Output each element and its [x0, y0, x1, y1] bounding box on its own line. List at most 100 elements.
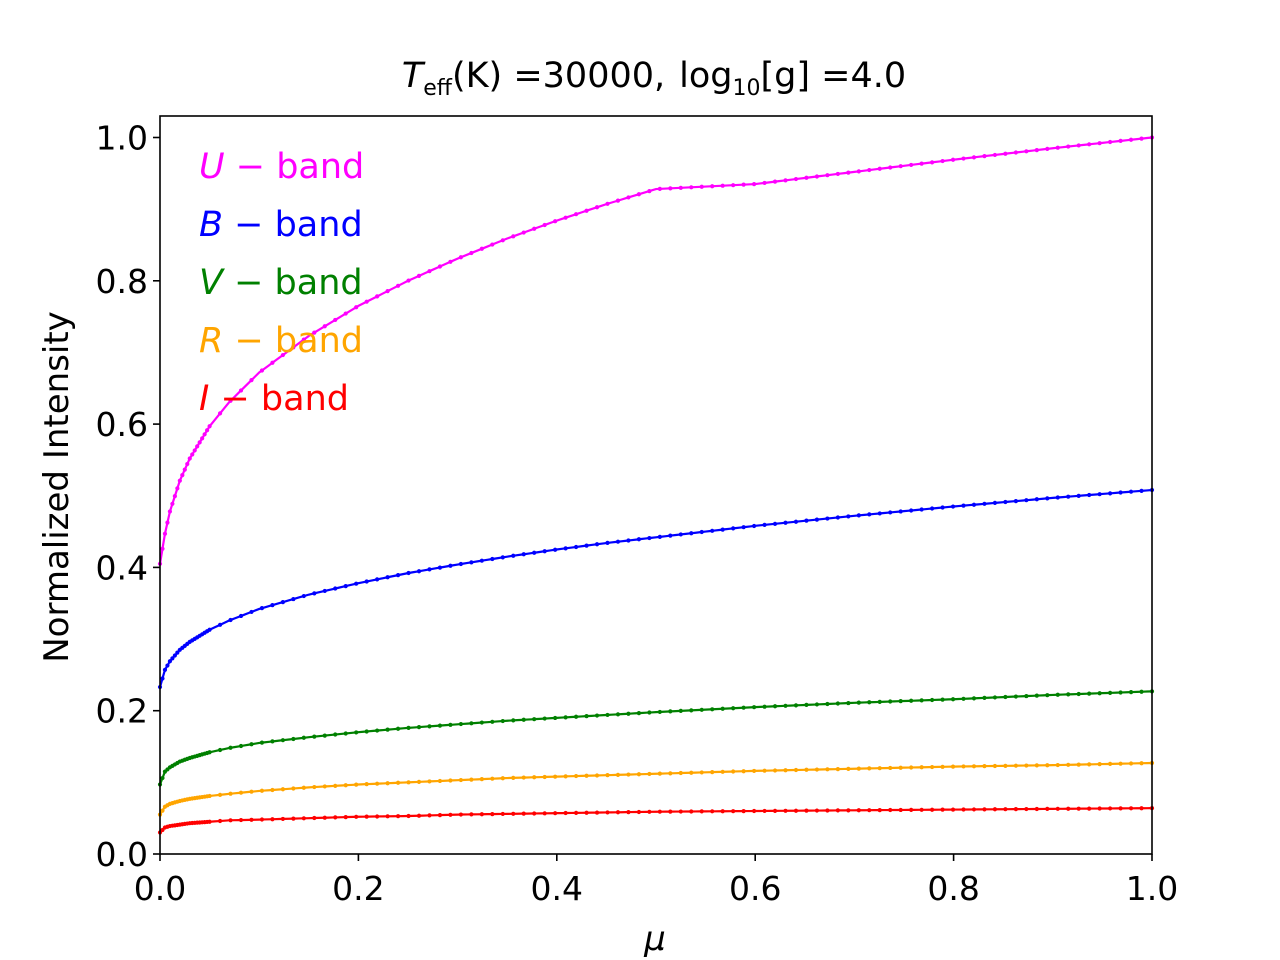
series-point	[343, 815, 348, 820]
series-point	[950, 807, 956, 812]
series-point	[930, 506, 935, 511]
series-point	[270, 817, 275, 822]
legend-band-symbol: I	[199, 379, 209, 419]
series-point	[228, 398, 233, 403]
legend-entry-i-band: I − band	[199, 379, 349, 419]
series-point	[772, 521, 778, 526]
series-point	[584, 714, 589, 719]
series-point	[437, 264, 443, 269]
series-point	[1128, 690, 1134, 695]
series-point	[172, 653, 177, 658]
series-point	[427, 813, 432, 818]
series-point	[238, 817, 244, 823]
title-t-subscript: eff	[423, 76, 453, 101]
series-point	[207, 793, 212, 799]
series-point	[182, 467, 187, 472]
series-point	[615, 198, 621, 203]
series-point	[458, 255, 464, 260]
series-point	[1076, 806, 1081, 811]
series-point	[270, 360, 275, 365]
chart-title: Teff(K) =30000, log10[g] =4.0	[402, 56, 906, 101]
series-point	[1139, 136, 1144, 141]
series-point	[950, 504, 956, 509]
series-point	[720, 527, 725, 532]
series-point	[375, 728, 380, 733]
series-point	[427, 567, 432, 572]
series-point	[720, 183, 725, 188]
series-point	[1139, 806, 1144, 811]
series-point	[185, 461, 190, 467]
series-point	[532, 811, 537, 816]
series-point	[1024, 498, 1029, 503]
series-point	[542, 549, 547, 554]
series-point	[479, 812, 484, 817]
series-point	[259, 817, 265, 822]
series-point	[333, 815, 338, 820]
series-point	[762, 704, 767, 709]
series-point	[1003, 151, 1008, 156]
x-tick-label: 0.6	[729, 869, 781, 908]
series-point	[1128, 489, 1134, 494]
series-point	[406, 570, 411, 576]
series-point	[1118, 490, 1123, 495]
series-point	[1034, 497, 1039, 502]
legend-band-suffix: − band	[225, 147, 365, 187]
series-point	[961, 156, 966, 161]
series-point	[814, 767, 820, 772]
series-point	[909, 765, 914, 770]
series-point	[762, 808, 767, 814]
series-point	[971, 764, 977, 769]
series-point	[1076, 493, 1081, 498]
series-point	[259, 606, 265, 611]
series-r-band	[157, 760, 1155, 817]
series-point	[354, 782, 359, 787]
series-point	[898, 807, 903, 813]
series-point	[919, 698, 924, 703]
legend-band-suffix: − band	[223, 263, 363, 303]
series-point	[793, 176, 799, 182]
series-point	[867, 700, 872, 705]
series-point	[626, 538, 631, 543]
series-point	[898, 164, 903, 169]
x-tick-label: 0.4	[531, 869, 583, 908]
y-tick-label: 0.6	[96, 405, 148, 444]
series-point	[322, 733, 327, 738]
series-point	[280, 816, 285, 822]
series-point	[322, 324, 327, 329]
series-point	[940, 807, 945, 812]
series-point	[553, 547, 558, 552]
series-point	[1097, 691, 1102, 696]
series-point	[490, 776, 495, 781]
series-point	[647, 809, 652, 814]
series-point	[479, 246, 484, 251]
series-point	[532, 717, 537, 722]
title-log: log	[679, 56, 732, 96]
series-point	[636, 772, 642, 777]
series-point	[877, 699, 882, 705]
series-point	[752, 808, 757, 814]
series-point	[406, 278, 411, 283]
series-point	[793, 808, 799, 813]
series-point	[217, 622, 223, 627]
series-point	[783, 520, 788, 525]
series-point	[312, 591, 317, 596]
series-point	[971, 155, 977, 160]
series-point	[385, 289, 390, 294]
legend-band-symbol: B	[199, 205, 223, 245]
series-point	[584, 810, 589, 815]
series-point	[835, 701, 840, 706]
series-point	[668, 809, 673, 814]
series-point	[814, 702, 820, 707]
series-point	[521, 717, 526, 722]
series-point	[291, 786, 296, 791]
series-point	[249, 609, 254, 615]
title-t-symbol: T	[402, 56, 426, 96]
series-point	[605, 201, 610, 206]
series-point	[207, 424, 212, 429]
series-point	[647, 535, 652, 541]
plot-frame	[159, 115, 1153, 855]
series-point	[437, 813, 443, 818]
series-point	[1076, 762, 1081, 767]
series-point	[888, 165, 893, 170]
